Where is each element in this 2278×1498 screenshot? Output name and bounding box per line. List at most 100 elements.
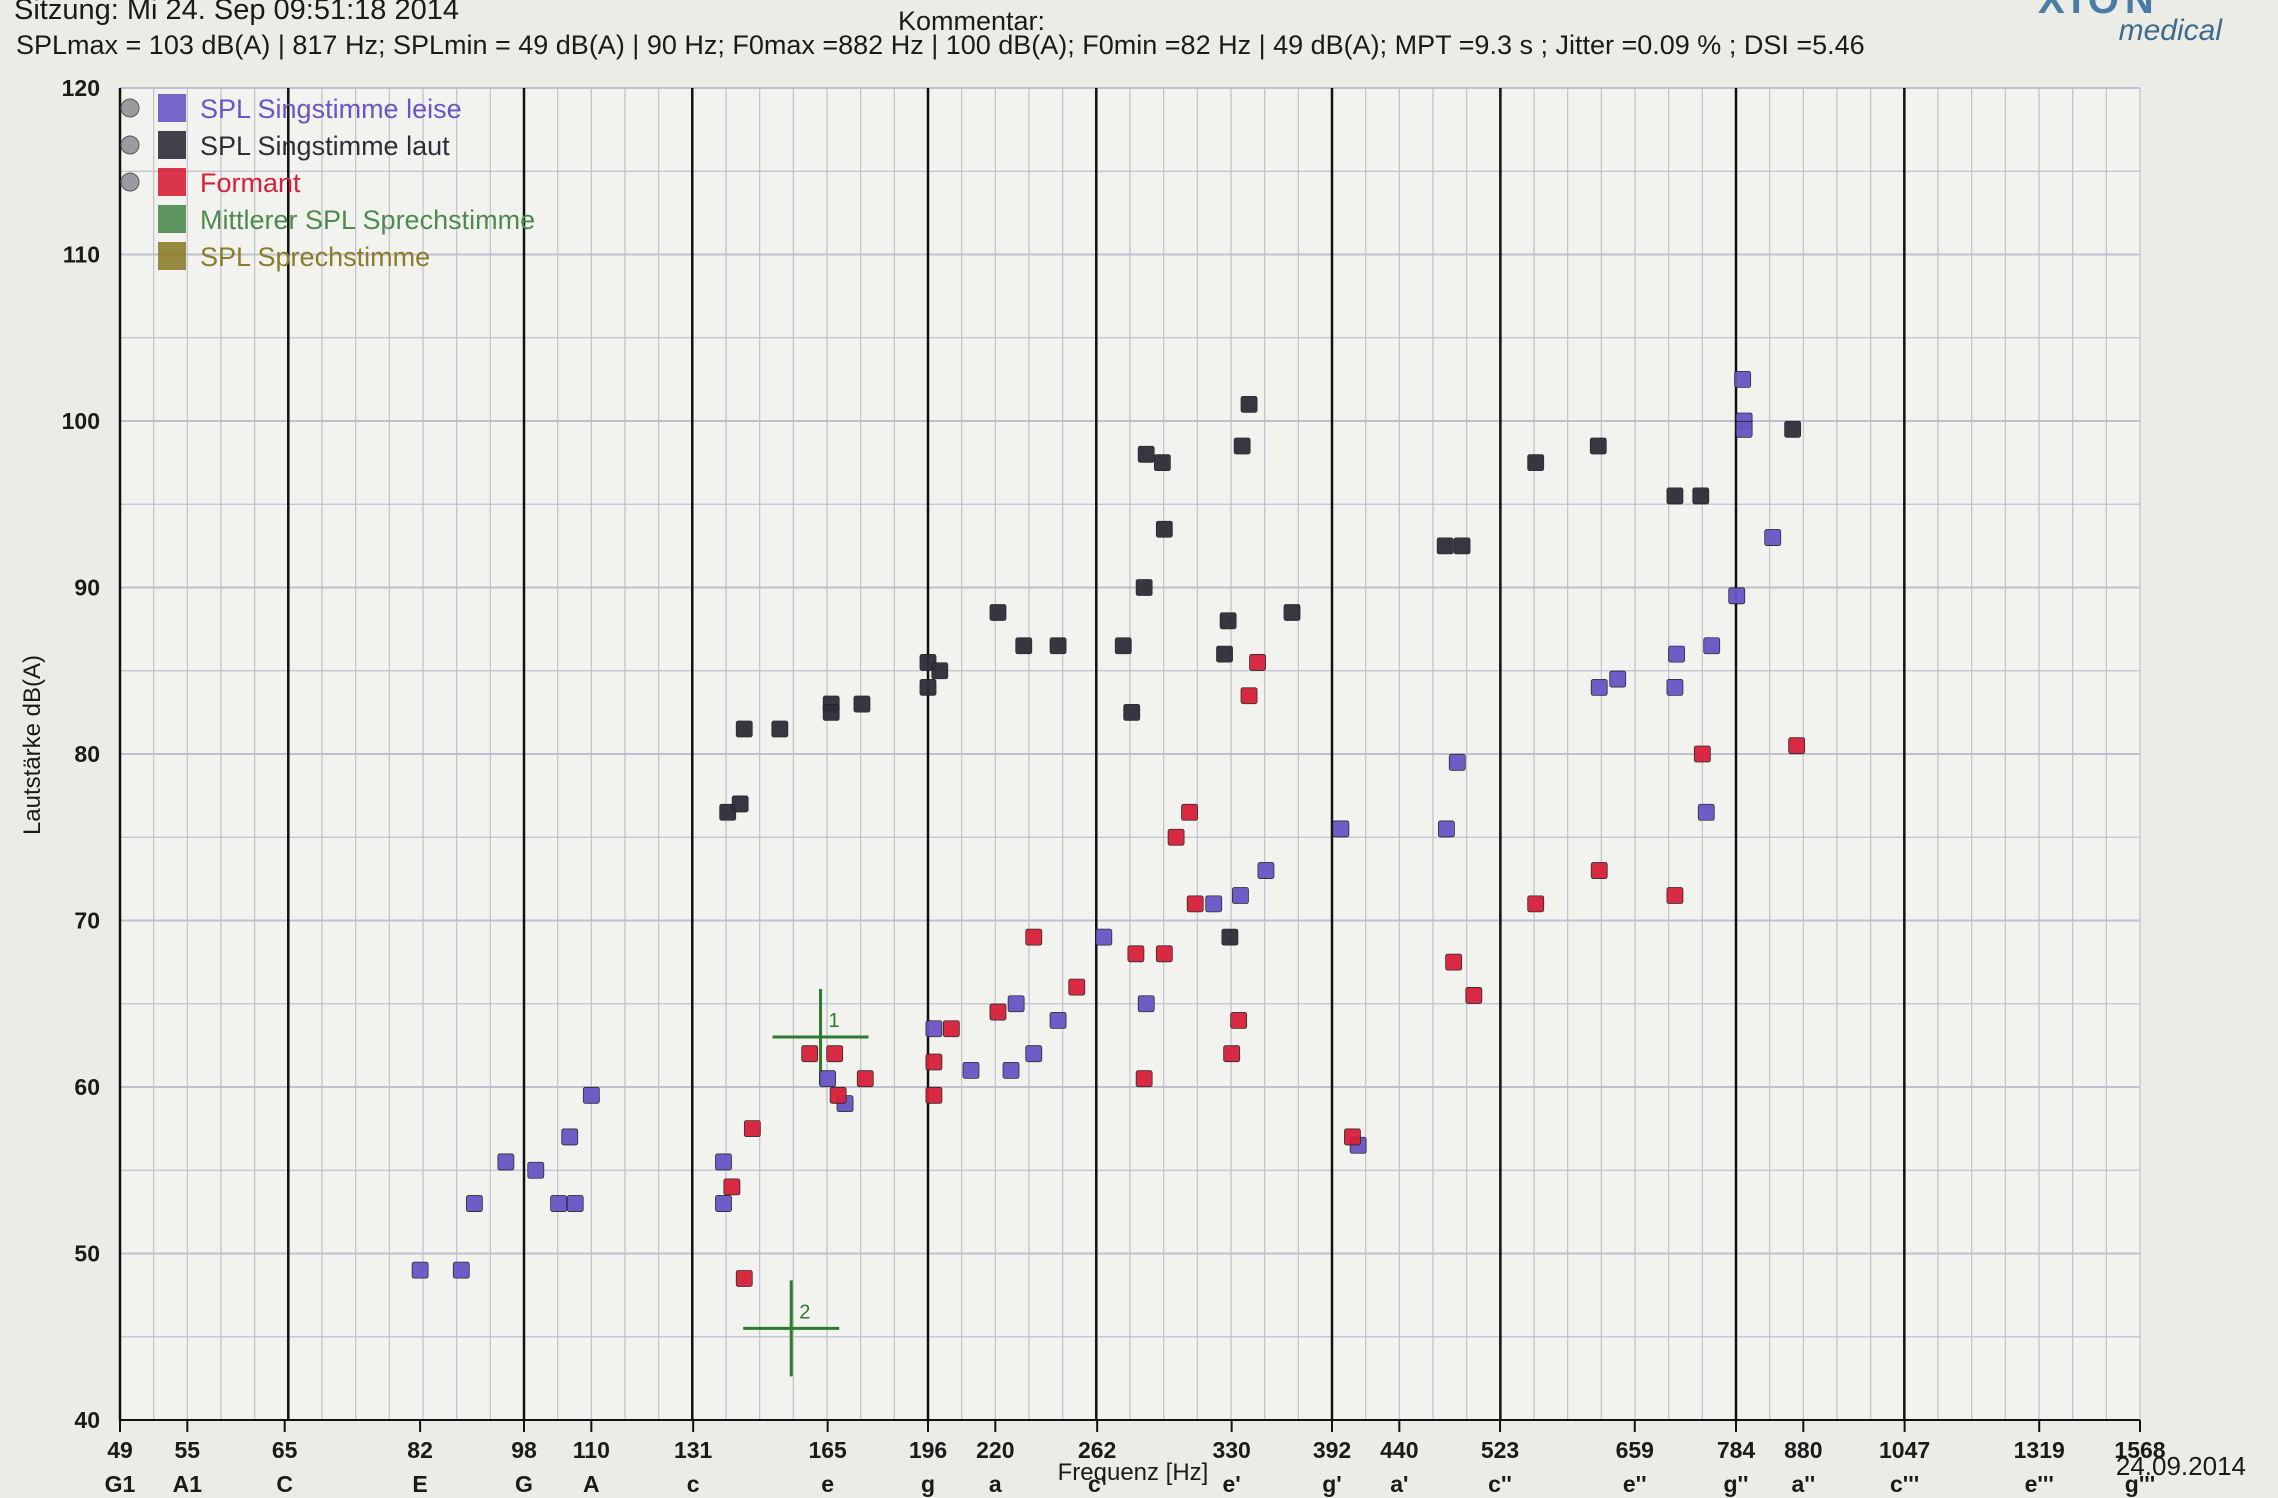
point-formant xyxy=(1465,987,1483,1004)
point-leise xyxy=(1448,753,1466,771)
point-leise xyxy=(1735,420,1753,438)
point-leise xyxy=(527,1161,545,1179)
y-tick-label: 70 xyxy=(74,908,100,934)
x-tick-note: E xyxy=(412,1471,427,1497)
x-tick-label: 196 xyxy=(909,1437,947,1463)
x-tick-note: e'' xyxy=(1623,1471,1647,1497)
y-tick-label: 120 xyxy=(62,75,100,101)
point-laut xyxy=(1123,703,1141,721)
point-laut xyxy=(1137,445,1155,463)
point-formant xyxy=(1249,654,1266,671)
y-tick-label: 60 xyxy=(74,1074,100,1100)
stats-summary: SPLmax = 103 dB(A) | 817 Hz; SPLmin = 49… xyxy=(16,30,1865,60)
point-laut xyxy=(1589,437,1607,455)
point-laut xyxy=(731,795,749,813)
point-formant xyxy=(1693,745,1711,763)
point-formant xyxy=(1167,828,1185,846)
point-formant xyxy=(1068,978,1086,996)
point-laut xyxy=(1666,487,1684,505)
marker-label: 1 xyxy=(829,1010,840,1032)
x-tick-note: G1 xyxy=(105,1471,136,1497)
point-leise xyxy=(411,1261,429,1279)
point-formant xyxy=(1025,928,1043,946)
point-laut xyxy=(1049,637,1067,655)
x-axis-labels: 49 G1 55 A1 65 C 82 E 98 G 110 A 131 c 165 e 196 g 220 a 262… xyxy=(105,1420,2166,1497)
legend-label: SPL Singstimme laut xyxy=(200,131,450,161)
point-laut xyxy=(1436,537,1454,555)
point-leise xyxy=(1728,587,1746,605)
legend-radio-icon xyxy=(120,172,140,192)
point-laut xyxy=(1015,637,1033,655)
point-leise xyxy=(1332,820,1350,838)
point-laut xyxy=(1155,520,1173,538)
point-formant xyxy=(989,1003,1007,1021)
x-tick-label: 65 xyxy=(272,1437,298,1463)
point-formant xyxy=(1445,953,1463,971)
point-formant xyxy=(942,1020,960,1038)
legend-label: SPL Singstimme leise xyxy=(200,94,462,124)
y-axis-title: Lautstärke dB(A) xyxy=(19,655,46,835)
point-leise xyxy=(1002,1061,1020,1079)
point-leise xyxy=(1734,370,1752,388)
point-leise xyxy=(561,1128,579,1146)
x-tick-label: 1319 xyxy=(2014,1437,2065,1463)
point-leise xyxy=(1590,679,1608,696)
x-tick-note: G xyxy=(515,1471,533,1497)
point-leise xyxy=(1257,862,1275,879)
x-tick-label: 110 xyxy=(573,1437,610,1463)
legend-label: Mittlerer SPL Sprechstimme xyxy=(200,205,535,235)
x-tick-label: 784 xyxy=(1717,1437,1756,1463)
point-formant xyxy=(1230,1012,1248,1029)
y-tick-label: 80 xyxy=(74,741,100,767)
point-formant xyxy=(743,1120,761,1138)
y-tick-label: 90 xyxy=(74,575,100,601)
point-formant xyxy=(829,1086,847,1104)
point-formant xyxy=(1186,895,1204,913)
x-tick-label: 440 xyxy=(1380,1437,1418,1463)
point-formant xyxy=(1788,737,1806,755)
x-tick-note: e''' xyxy=(2025,1471,2054,1497)
point-formant xyxy=(1666,887,1684,904)
point-laut xyxy=(1784,420,1802,438)
legend-swatch xyxy=(158,205,186,233)
point-leise xyxy=(1437,820,1455,838)
legend-swatch xyxy=(158,94,186,122)
comment-label: Kommentar: xyxy=(898,6,1046,36)
point-formant xyxy=(856,1070,874,1088)
point-laut xyxy=(1135,579,1153,596)
x-tick-label: 98 xyxy=(511,1437,537,1463)
x-tick-note: g'' xyxy=(1724,1471,1749,1497)
x-tick-label: 82 xyxy=(407,1437,433,1463)
y-tick-label: 50 xyxy=(74,1241,100,1267)
point-leise xyxy=(1007,995,1025,1013)
minor-grid xyxy=(119,87,2141,1421)
point-formant xyxy=(925,1053,943,1071)
point-formant xyxy=(801,1045,819,1063)
point-formant xyxy=(925,1086,943,1104)
y-tick-label: 110 xyxy=(63,242,100,268)
point-formant xyxy=(1181,803,1198,821)
y-tick-label: 40 xyxy=(74,1407,100,1433)
point-leise xyxy=(1205,895,1223,913)
point-laut xyxy=(1283,604,1301,621)
point-laut xyxy=(1453,537,1471,555)
x-tick-note: g''' xyxy=(2125,1471,2155,1497)
x-tick-label: 523 xyxy=(1481,1437,1519,1463)
x-tick-note: a'' xyxy=(1791,1471,1815,1497)
point-formant xyxy=(1223,1045,1241,1063)
print-date: 24.09.2014 xyxy=(2115,1451,2246,1481)
point-laut xyxy=(919,679,937,696)
legend-radio-icon xyxy=(120,135,140,155)
legend-label: Formant xyxy=(200,168,301,198)
point-formant xyxy=(735,1270,753,1287)
data-points xyxy=(411,370,1806,1287)
point-laut xyxy=(1114,637,1132,655)
point-leise xyxy=(1764,529,1782,546)
x-tick-label: 220 xyxy=(976,1437,1014,1463)
point-laut xyxy=(822,703,840,721)
point-leise xyxy=(1137,995,1155,1013)
point-laut xyxy=(931,662,949,680)
point-leise xyxy=(1609,670,1627,688)
point-formant xyxy=(1344,1128,1361,1146)
legend-label: SPL Sprechstimme xyxy=(200,242,430,272)
